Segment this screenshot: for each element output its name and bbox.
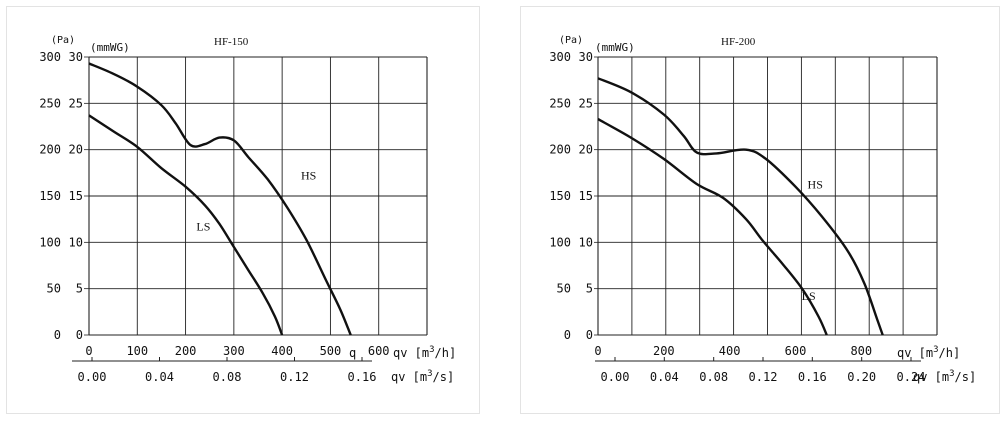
- x-tick-m3h: 200: [175, 344, 197, 358]
- chart-panel-hf-200: 0 0 50 5 100 10 150 15 200 20 250 25 300 30 (Pa) (mmWG)…: [520, 6, 1000, 414]
- y-tick-mm: 25: [579, 96, 593, 110]
- y-tick-pa: 200: [39, 143, 61, 157]
- y-tick-pa: 150: [549, 189, 571, 203]
- y-tick-pa: 300: [549, 50, 571, 64]
- y-tick-pa: 300: [39, 50, 61, 64]
- y-tick-pa: 0: [564, 328, 571, 342]
- x-tick-m3s: 0.16: [348, 370, 377, 384]
- y-unit-pa: (Pa): [51, 35, 75, 46]
- x-tick-m3s: 0.20: [847, 370, 876, 384]
- y-unit-mmwg: (mmWG): [595, 41, 635, 54]
- y-tick-mm: 15: [579, 189, 593, 203]
- series-curve-ls: [597, 118, 828, 336]
- y-tick-mm: 20: [69, 143, 83, 157]
- series-curve-hs: [88, 62, 352, 336]
- series-label-ls: LS: [196, 219, 210, 233]
- x-tick-m3h: 400: [719, 344, 741, 358]
- x-axis-label-m3h: qv [m3/h]: [897, 345, 960, 360]
- y-tick-pa: 50: [47, 282, 61, 296]
- series-curve-hs: [597, 77, 884, 336]
- y-tick-mm: 15: [69, 189, 83, 203]
- y-unit-pa: (Pa): [559, 35, 583, 46]
- y-tick-pa: 50: [557, 282, 571, 296]
- secondary-x-axis: 0.00 0.04 0.08 0.12 0.16 qv [m3/s]: [72, 357, 454, 384]
- chart-title: HF-200: [721, 36, 756, 48]
- x-tick-m3h: 0: [85, 344, 92, 358]
- x-tick-m3s: 0.24: [897, 370, 926, 384]
- series-label-hs: HS: [301, 168, 316, 182]
- y-tick-mm: 20: [579, 143, 593, 157]
- x-tick-m3h: 800: [850, 344, 872, 358]
- y-tick-mm: 0: [76, 328, 83, 342]
- y-unit-mmwg: (mmWG): [90, 41, 130, 54]
- x-tick-m3h: 300: [223, 344, 245, 358]
- y-tick-mm: 25: [69, 96, 83, 110]
- y-tick-mm: 30: [579, 50, 593, 64]
- y-tick-mm: 30: [69, 50, 83, 64]
- x-tick-m3s: 0.08: [699, 370, 728, 384]
- x-tick-m3h: 600: [368, 344, 390, 358]
- x-tick-m3s: 0.12: [280, 370, 309, 384]
- x-q-label: q: [349, 346, 356, 360]
- chart-panel-hf-150: 0 0 50 5 100 10 150 15 200 20 250 25 300 30 (Pa) (mmWG)…: [6, 6, 480, 414]
- y-tick-pa: 150: [39, 189, 61, 203]
- x-tick-m3s: 0.00: [78, 370, 107, 384]
- y-tick-mm: 10: [69, 235, 83, 249]
- series-label-ls: LS: [802, 289, 816, 303]
- x-tick-m3s: 0.16: [798, 370, 827, 384]
- x-tick-m3h: 600: [785, 344, 807, 358]
- x-axis-label-m3s: qv [m3/s]: [913, 369, 976, 384]
- x-tick-m3s: 0.00: [601, 370, 630, 384]
- x-tick-m3h: 0: [594, 344, 601, 358]
- y-tick-mm: 5: [76, 282, 83, 296]
- y-tick-pa: 100: [39, 235, 61, 249]
- x-tick-m3h: 200: [653, 344, 675, 358]
- y-tick-pa: 250: [39, 96, 61, 110]
- y-tick-pa: 100: [549, 235, 571, 249]
- y-tick-pa: 0: [54, 328, 61, 342]
- y-tick-pa: 200: [549, 143, 571, 157]
- x-tick-m3h: 400: [271, 344, 293, 358]
- x-tick-m3s: 0.12: [749, 370, 778, 384]
- x-tick-m3s: 0.04: [650, 370, 679, 384]
- x-tick-m3s: 0.08: [213, 370, 242, 384]
- x-axis-label-m3h: qv [m3/h]: [393, 345, 456, 360]
- x-axis-label-m3s: qv [m3/s]: [391, 369, 454, 384]
- chart-title: HF-150: [214, 36, 249, 48]
- x-tick-m3h: 100: [126, 344, 148, 358]
- y-tick-mm: 0: [586, 328, 593, 342]
- y-tick-mm: 5: [586, 282, 593, 296]
- y-tick-mm: 10: [579, 235, 593, 249]
- series-curve-ls: [88, 114, 284, 336]
- x-tick-m3s: 0.04: [145, 370, 174, 384]
- series-label-hs: HS: [808, 178, 823, 192]
- x-tick-m3h: 500: [320, 344, 342, 358]
- y-tick-pa: 250: [549, 96, 571, 110]
